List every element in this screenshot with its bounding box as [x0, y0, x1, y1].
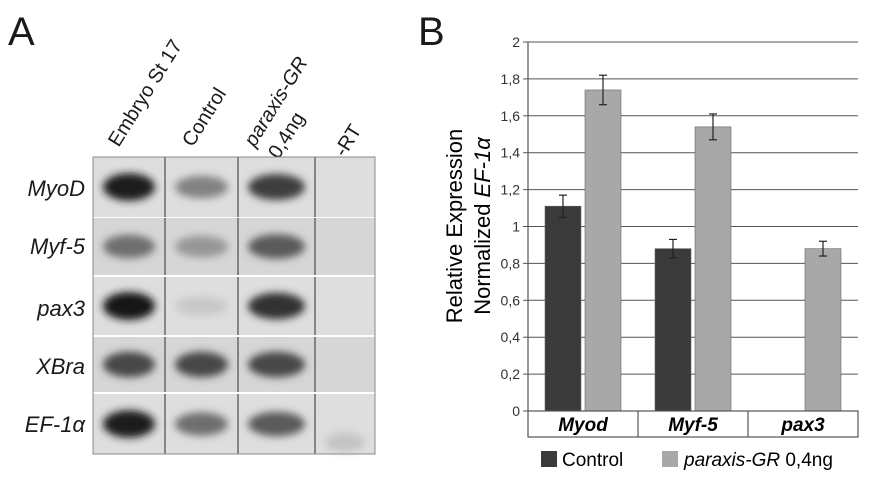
x-tick-label: Myf-5: [668, 415, 718, 436]
gel-band: [103, 410, 155, 438]
x-axis-box: [527, 410, 859, 438]
gel-band: [103, 292, 155, 320]
y-tick-label: 0,2: [501, 366, 521, 382]
gel-band: [248, 351, 305, 378]
panel-a-letter: A: [8, 10, 35, 54]
gel-band: [248, 174, 305, 200]
gel-band: [175, 351, 228, 378]
gel-band: [175, 412, 228, 436]
y-tick-label: 0: [512, 403, 520, 419]
y-tick-label: 0,4: [501, 329, 521, 345]
gel-band: [248, 292, 305, 320]
gel-row-label-myod: MyoD: [27, 176, 85, 201]
error-bar: [669, 238, 677, 259]
bar-control-myf-5: [654, 248, 692, 412]
x-tick-label: pax3: [780, 415, 825, 436]
gel-row-label-myf5: Myf-5: [30, 234, 85, 259]
y-tick-label: 2: [512, 34, 520, 50]
bar-paraxis-gr-0,4ng-myod: [584, 89, 622, 412]
gel-row-label-ef1a: EF-1α: [24, 412, 85, 437]
gel-row: [93, 337, 375, 392]
bar-paraxis-gr-0,4ng-myf-5: [694, 126, 732, 412]
gel-band: [103, 173, 155, 201]
gel-band: [248, 411, 305, 437]
y-axis-label-line2: Normalized EF-1α: [470, 136, 495, 315]
error-bar: [559, 194, 567, 218]
y-tick-label: 0,6: [501, 292, 521, 308]
bar-paraxis-gr-0,4ng-pax3: [804, 248, 842, 412]
error-bar: [819, 240, 827, 257]
gel-row-label-xbra: XBra: [36, 354, 85, 379]
y-tick-label: 1,4: [501, 145, 521, 161]
gel-row: [93, 157, 375, 217]
gel-row: [93, 277, 375, 335]
y-tick-label: 1,2: [501, 182, 521, 198]
bar-control-myod: [544, 205, 582, 412]
error-bar: [709, 113, 717, 141]
y-tick-label: 0,8: [501, 255, 521, 271]
gel-row: [93, 394, 375, 454]
gel-band: [103, 351, 155, 378]
gel-band: [175, 235, 228, 258]
gel-row: [93, 218, 375, 275]
gel-band: [175, 175, 228, 199]
gel-band: [175, 296, 228, 316]
gel-band: [248, 234, 305, 259]
x-tick-label: Myod: [558, 415, 608, 436]
gel-band: [325, 432, 365, 452]
y-tick-label: 1,6: [501, 108, 521, 124]
panel-b-letter: B: [418, 10, 445, 54]
legend-swatch-control: [541, 451, 557, 467]
gel-row-label-pax3: pax3: [37, 296, 85, 321]
y-axis-label-line1: Relative Expression: [442, 129, 467, 323]
error-bar: [599, 74, 607, 106]
legend-swatch-paraxis: [662, 451, 678, 467]
gel-border: [92, 156, 376, 455]
legend-label-paraxis: paraxis-GR 0,4ng: [683, 450, 833, 471]
gel-band: [103, 234, 155, 259]
y-tick-label: 1,8: [501, 71, 521, 87]
legend-label-control: Control: [562, 450, 623, 471]
y-tick-label: 1: [512, 219, 520, 235]
